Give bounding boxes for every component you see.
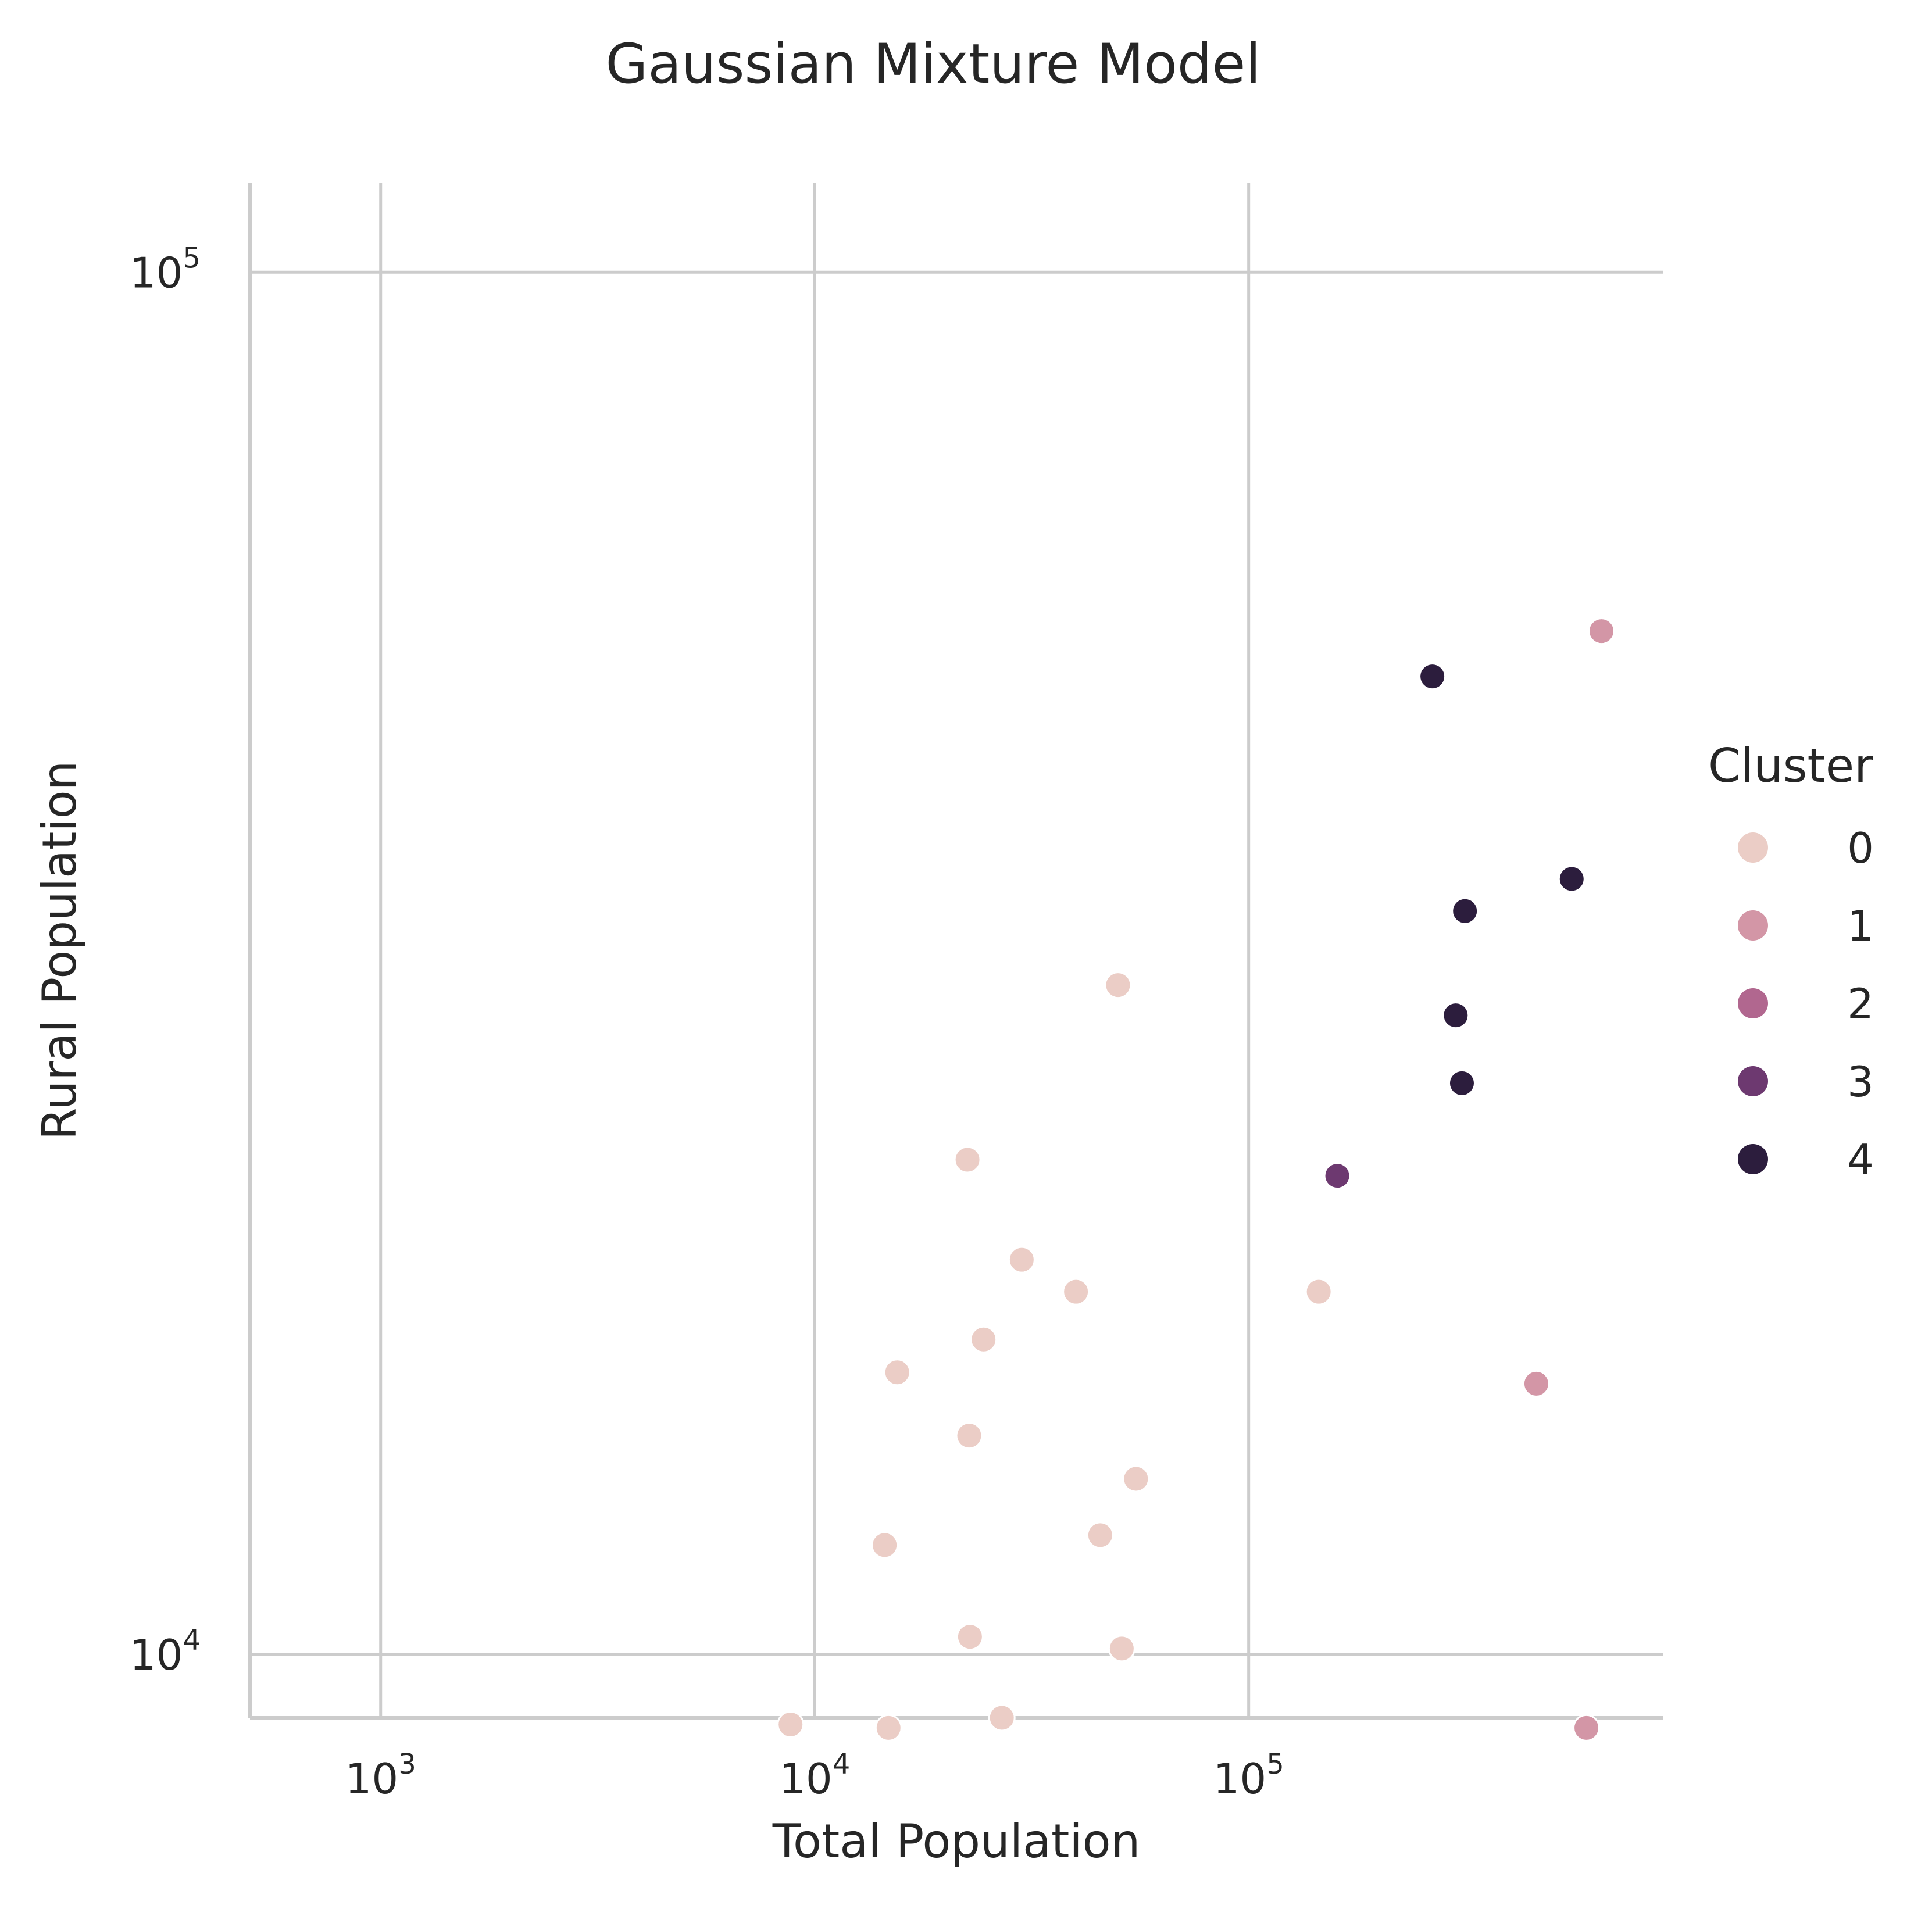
point-cluster-0: [1062, 1278, 1090, 1306]
point-cluster-4: [1558, 865, 1585, 893]
legend: Cluster 0 1 2 3 4: [1708, 739, 1874, 1184]
point-cluster-0: [777, 1711, 805, 1739]
legend-marker-2: [1738, 988, 1768, 1018]
legend-label-0: 0: [1847, 824, 1874, 873]
y-tick-labels: 104 105: [130, 242, 201, 1679]
legend-label-4: 4: [1847, 1135, 1874, 1184]
y-axis-label: Rural Population: [33, 761, 87, 1141]
legend-entries: 0 1 2 3 4: [1738, 824, 1874, 1184]
data-points: [777, 617, 1616, 1742]
point-cluster-4: [1419, 663, 1447, 691]
legend-label-3: 3: [1847, 1057, 1874, 1106]
chart-title: Gaussian Mixture Model: [606, 33, 1261, 96]
x-axis-label: Total Population: [772, 1814, 1141, 1868]
y-tick-label: 104: [130, 1624, 201, 1679]
point-cluster-0: [953, 1146, 981, 1174]
point-cluster-0: [955, 1422, 983, 1450]
point-cluster-0: [970, 1325, 998, 1353]
point-cluster-0: [988, 1704, 1016, 1732]
legend-marker-1: [1738, 910, 1768, 941]
legend-label-2: 2: [1847, 980, 1874, 1028]
gridlines: [250, 183, 1663, 1718]
legend-label-1: 1: [1847, 902, 1874, 950]
point-cluster-1: [1573, 1714, 1601, 1742]
point-cluster-0: [1086, 1521, 1114, 1549]
point-cluster-4: [1442, 1002, 1470, 1030]
x-tick-labels: 103 104 105: [345, 1748, 1284, 1803]
point-cluster-3: [1323, 1162, 1351, 1190]
x-tick-label: 105: [1213, 1748, 1284, 1803]
x-tick-label: 103: [345, 1748, 416, 1803]
point-cluster-0: [883, 1359, 911, 1386]
legend-marker-3: [1738, 1066, 1768, 1096]
point-cluster-0: [1108, 1635, 1135, 1663]
point-cluster-4: [1451, 897, 1479, 925]
point-cluster-0: [874, 1714, 902, 1742]
y-tick-label: 105: [130, 242, 201, 297]
point-cluster-0: [1305, 1278, 1333, 1306]
point-cluster-0: [1008, 1246, 1035, 1274]
point-cluster-0: [1104, 971, 1132, 999]
point-cluster-4: [1448, 1069, 1476, 1097]
point-cluster-0: [1122, 1465, 1150, 1493]
point-cluster-0: [956, 1623, 984, 1651]
legend-marker-0: [1738, 832, 1768, 863]
x-tick-label: 104: [779, 1748, 850, 1803]
point-cluster-1: [1522, 1370, 1550, 1397]
legend-title: Cluster: [1708, 739, 1873, 793]
legend-marker-4: [1738, 1144, 1768, 1174]
point-cluster-1: [1588, 617, 1616, 645]
point-cluster-0: [871, 1531, 899, 1559]
